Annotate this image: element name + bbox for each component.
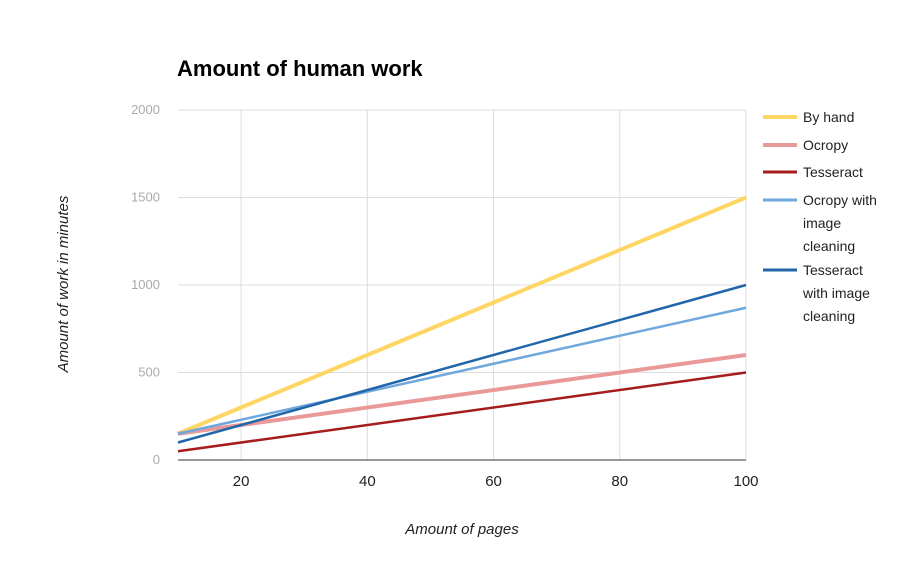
x-axis-label: Amount of pages (404, 521, 519, 538)
legend-label-tesseract: Tesseract (803, 164, 863, 180)
legend-label-ocropy-with-image-cleaning: image (803, 215, 841, 231)
grid (178, 109, 747, 460)
legend-label-tesseract-with-image-cleaning: with image (802, 285, 870, 301)
legend-label-by-hand: By hand (803, 109, 854, 125)
x-tick-label: 20 (233, 473, 250, 490)
series-line-tesseract (177, 371, 747, 453)
legend-label-ocropy-with-image-cleaning: cleaning (803, 238, 855, 254)
axes: 0 500 1000 1500 2000 20 40 60 80 100 (131, 102, 758, 490)
legend-label-tesseract-with-image-cleaning: Tesseract (803, 262, 863, 278)
legend-label-tesseract-with-image-cleaning: cleaning (803, 308, 855, 324)
chart-title: Amount of human work (177, 56, 423, 81)
series-line-ocropy-with-image-cleaning (177, 306, 747, 435)
x-tick-label: 80 (611, 473, 628, 490)
legend-label-ocropy: Ocropy (803, 137, 848, 153)
x-tick-label: 100 (733, 473, 758, 490)
legend: By hand Ocropy Tesseract Ocropy with image cl… (763, 109, 877, 324)
series-line-ocropy (177, 353, 747, 436)
legend-label-ocropy-with-image-cleaning: Ocropy with (803, 192, 877, 208)
y-tick-label: 1500 (131, 190, 160, 205)
y-axis-label: Amount of work in minutes (55, 195, 72, 373)
x-tick-label: 60 (485, 473, 502, 490)
series-line-by-hand (177, 195, 747, 436)
y-tick-label: 0 (153, 452, 160, 467)
x-tick-label: 40 (359, 473, 376, 490)
y-tick-label: 500 (138, 365, 160, 380)
y-tick-label: 2000 (131, 102, 160, 117)
y-tick-label: 1000 (131, 277, 160, 292)
series-line-tesseract-with-image-cleaning (177, 283, 747, 444)
series-lines (177, 195, 747, 453)
